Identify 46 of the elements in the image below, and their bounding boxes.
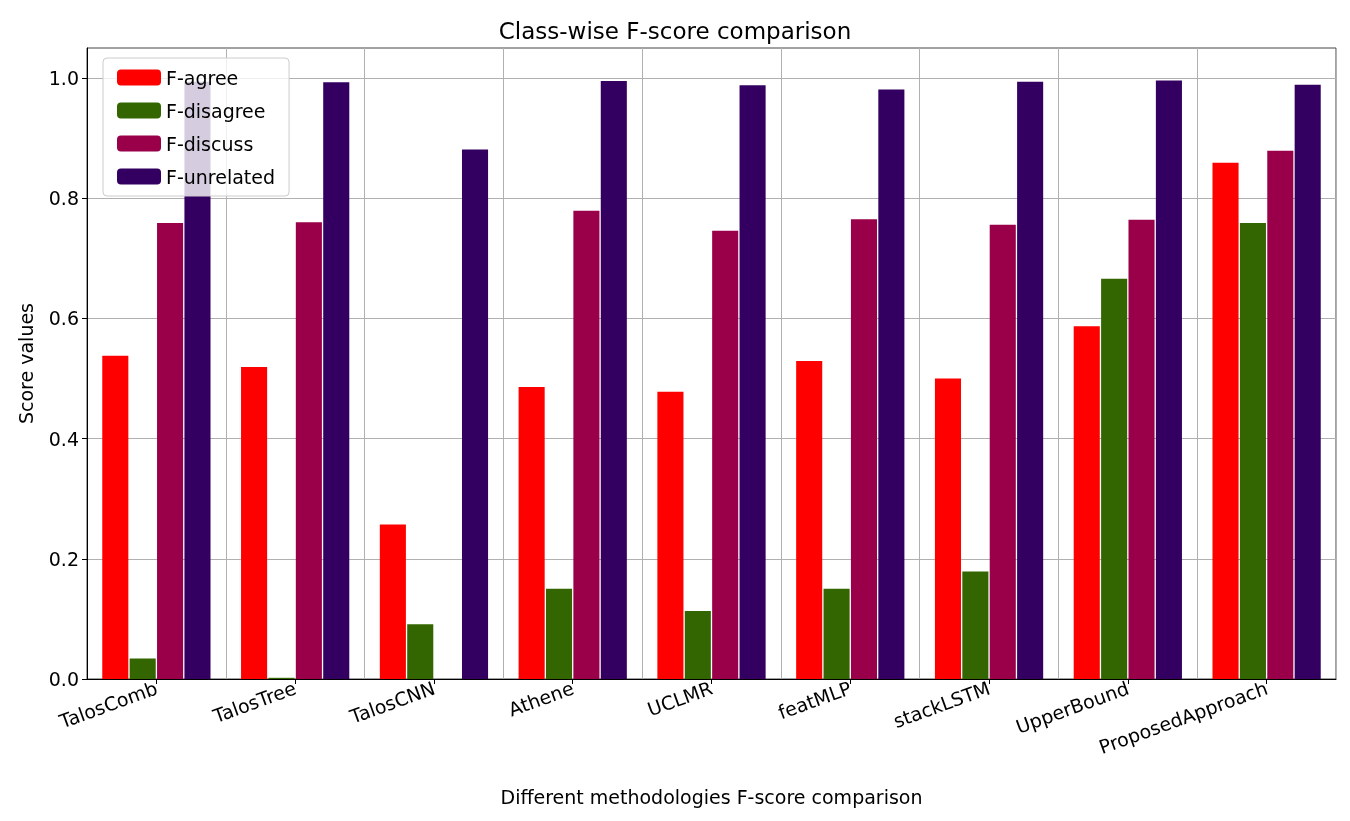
bar: [850, 219, 878, 679]
bar: [1212, 162, 1239, 679]
bar: [323, 82, 350, 679]
x-tick-label: Athene: [505, 676, 577, 721]
bar: [878, 89, 905, 679]
bar: [573, 210, 600, 679]
bar: [1239, 222, 1266, 679]
bar: [796, 361, 823, 679]
bar: [989, 224, 1016, 679]
bar: [295, 222, 322, 679]
bar: [1073, 326, 1100, 679]
bar: [739, 85, 766, 679]
y-axis-title: Score values: [14, 302, 37, 425]
bar: [1267, 150, 1294, 679]
bar: [657, 391, 684, 679]
legend-label: F-disagree: [166, 99, 266, 122]
bar: [102, 355, 129, 679]
bar: [461, 149, 489, 679]
legend-label: F-unrelated: [166, 165, 276, 188]
bar: [823, 588, 850, 679]
bar: [934, 378, 962, 679]
bar: [1155, 80, 1182, 679]
y-tick-label: 0.6: [48, 307, 79, 330]
bar: [379, 524, 406, 679]
y-tick-label: 0.2: [48, 547, 79, 570]
bar: [545, 588, 573, 679]
legend-label: F-discuss: [166, 132, 254, 155]
bar: [962, 571, 989, 679]
bar: [518, 386, 545, 679]
legend-label: F-agree: [166, 66, 239, 89]
y-tick-label: 0.8: [48, 187, 79, 210]
bar: [600, 81, 627, 679]
bar: [157, 222, 184, 679]
chart-title: Class-wise F-score comparison: [498, 17, 852, 44]
y-tick-label: 0.4: [48, 427, 79, 450]
bar: [684, 611, 711, 679]
y-tick-label: 1.0: [48, 67, 79, 90]
bar: [712, 230, 739, 679]
bar: [407, 624, 434, 679]
bar: [1017, 81, 1044, 679]
bar: [241, 367, 268, 679]
bar: [129, 658, 156, 679]
bar: [1101, 278, 1128, 679]
bar: [1294, 84, 1321, 679]
bar: [1128, 219, 1155, 679]
x-axis-title: Different methodologies F-score comparison: [500, 785, 923, 808]
